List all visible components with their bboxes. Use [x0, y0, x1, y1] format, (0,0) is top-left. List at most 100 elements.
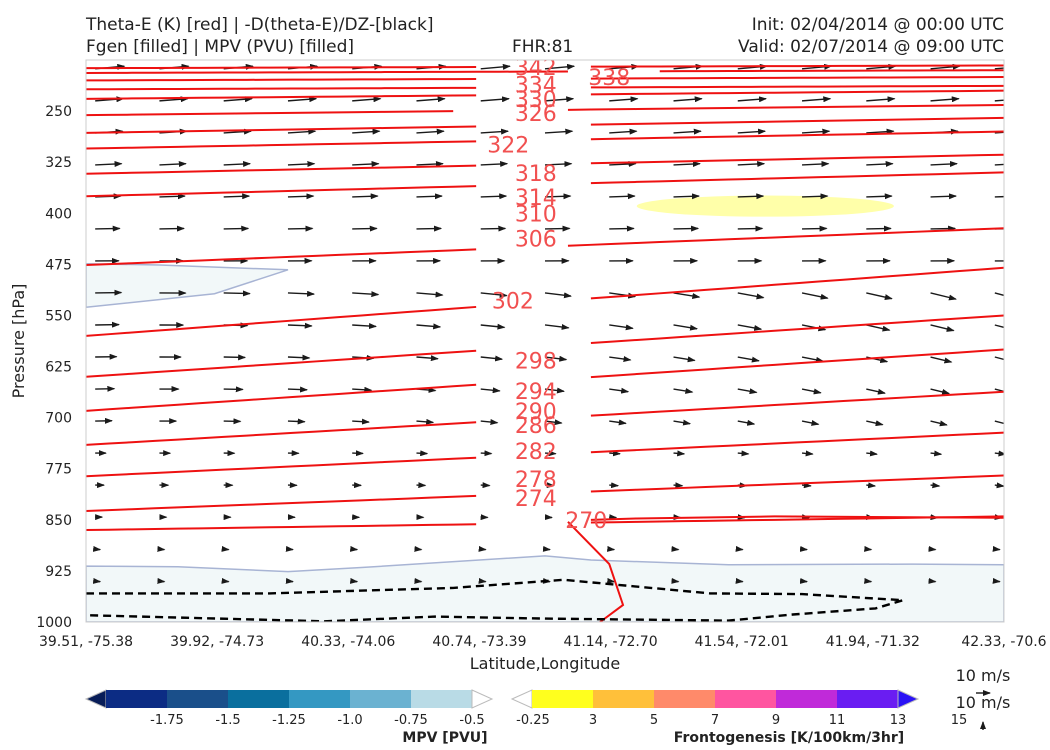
y-tick-label: 700 — [45, 411, 72, 427]
wind-vector — [866, 388, 886, 395]
wind-vector — [544, 292, 572, 299]
wind-vector — [609, 482, 620, 489]
theta-e-contour — [567, 227, 1004, 247]
wind-vector — [866, 324, 891, 332]
theta-e-contour — [86, 523, 477, 532]
wind-vector — [287, 128, 317, 135]
fgen-colorbar-segment — [654, 690, 716, 708]
mpv-colorbar-tick-label: -0.5 — [459, 713, 484, 728]
wind-vector — [416, 291, 444, 298]
wind-vector — [866, 193, 893, 200]
wind-vector — [994, 195, 1004, 198]
wind-vector — [673, 292, 701, 299]
wind-vector — [352, 128, 381, 135]
wind-vector — [673, 419, 692, 426]
fgen-colorbar-end-low — [510, 689, 533, 709]
wind-reference-label: 10 m/s — [956, 666, 1011, 685]
wind-vector — [159, 160, 187, 167]
axes: 250 325 400 475 550 625 700 775 850 925 1000 39.51,… — [36, 104, 1046, 650]
y-tick-label: 850 — [45, 513, 72, 529]
y-tick-label: 325 — [45, 155, 72, 171]
theta-e-contour — [86, 86, 477, 91]
wind-vector — [159, 96, 189, 103]
wind-vector — [994, 356, 1004, 361]
wind-vector — [609, 450, 621, 457]
wind-vector — [287, 354, 311, 361]
theta-e-label: 274 — [515, 487, 557, 512]
theta-e-label: 342 — [515, 56, 557, 81]
wind-vector — [223, 193, 251, 200]
fgen-colorbar-tick-label: 13 — [890, 713, 907, 728]
fgen-colorbar-segment — [532, 690, 594, 708]
wind-vector — [673, 193, 700, 200]
theta-e-contour — [590, 474, 1004, 493]
y-tick-label: 400 — [45, 206, 72, 222]
wind-vector — [480, 63, 511, 70]
mpv-colorbar-tick-label: -0.25 — [516, 713, 550, 728]
wind-vector — [930, 324, 955, 332]
plot-frame — [85, 59, 1005, 623]
wind-vector — [480, 387, 501, 394]
theta-e-contour — [86, 66, 477, 70]
wind-vector — [994, 292, 1004, 297]
forecast-hour: FHR:81 — [512, 37, 574, 57]
wind-vector — [223, 128, 253, 135]
theta-e-contour — [590, 64, 1004, 68]
fgen-colorbar-end-high — [897, 689, 920, 709]
theta-e-label: 290 — [515, 400, 557, 425]
wind-vector — [544, 419, 563, 426]
wind-vector — [480, 323, 506, 330]
fgen-colorbar-segment — [715, 690, 777, 708]
fgen-colorbar-segment — [837, 690, 899, 708]
wind-vector — [801, 292, 829, 300]
theta-e-contour — [590, 515, 1004, 521]
wind-vector — [802, 193, 829, 200]
wind-vector — [994, 482, 1004, 489]
theta-e-label: 334 — [515, 74, 557, 99]
theta-e-contour — [590, 89, 1004, 96]
wind-vector — [930, 292, 957, 301]
wind-vector — [930, 160, 958, 167]
theta-e-contour — [659, 69, 1004, 73]
wind-vector — [609, 324, 634, 331]
theta-e-contour — [86, 248, 477, 267]
wind-vector — [416, 418, 435, 425]
wind-vector — [287, 290, 316, 297]
theta-e-contour — [86, 164, 477, 175]
wind-vector — [802, 160, 830, 167]
wind-vector — [866, 482, 877, 489]
mpv-region-1 — [86, 555, 1004, 622]
wind-vector — [673, 160, 701, 167]
theta-e-contour — [590, 171, 1004, 185]
theta-e-contour — [590, 130, 1004, 141]
fgen-colorbar-tick-label: 3 — [589, 713, 597, 728]
wind-vector — [544, 63, 576, 70]
wind-vector — [801, 128, 831, 135]
title-left-2: Fgen [filled] | MPV (PVU) [filled] — [86, 37, 355, 57]
theta-e-label: 294 — [515, 380, 557, 405]
init-time: Init: 02/04/2014 @ 00:00 UTC — [751, 15, 1004, 35]
wind-vector — [673, 128, 702, 135]
wind-vector — [159, 193, 186, 200]
wind-vector — [994, 324, 1004, 329]
mpv-colorbar-segment — [228, 690, 290, 708]
theta-e-contour — [86, 383, 477, 412]
theta-e-label: 270 — [565, 509, 607, 534]
wind-vector — [609, 96, 639, 103]
wind-vector — [95, 160, 123, 167]
theta-e-contour — [590, 431, 1004, 454]
y-tick-label: 550 — [45, 308, 72, 324]
wind-vector — [737, 324, 763, 331]
theta-e-label: 306 — [515, 227, 557, 252]
wind-vector — [866, 128, 895, 135]
colorbars: -1.75 -1.5 -1.25 -1.0 -0.75 -0.5 -0.25 3 5 7 9 11 13… — [84, 689, 967, 728]
wind-vector — [416, 128, 445, 135]
wind-vector — [737, 292, 765, 300]
wind-vector — [416, 160, 444, 167]
wind-vector — [737, 450, 750, 457]
title-left-1: Theta-E (K) [red] | -D(theta-E)/DZ-[blac… — [86, 15, 434, 35]
wind-vector — [673, 482, 684, 489]
theta-e-contour — [86, 70, 568, 74]
fgen-colorbar-segment — [776, 690, 838, 708]
wind-vector — [930, 482, 941, 489]
